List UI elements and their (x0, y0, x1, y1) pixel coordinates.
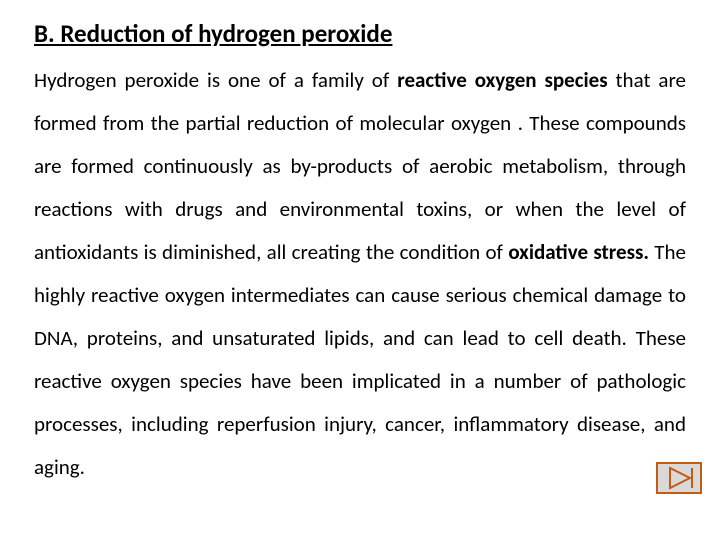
text-run: Hydrogen peroxide is one of a family of (34, 67, 397, 93)
section-heading: B. Reduction of hydrogen peroxide (34, 18, 686, 49)
text-run: The highly reactive oxygen intermediates… (34, 239, 686, 480)
icon-frame (657, 463, 701, 493)
text-run: that are formed from the partial reducti… (34, 67, 686, 265)
bold-term-oxidative-stress: oxidative stress. (508, 239, 649, 265)
body-paragraph: Hydrogen peroxide is one of a family of … (34, 59, 686, 489)
next-slide-button[interactable] (656, 462, 702, 494)
bold-term-ros: reactive oxygen species (397, 67, 607, 93)
next-slide-icon (656, 462, 702, 494)
